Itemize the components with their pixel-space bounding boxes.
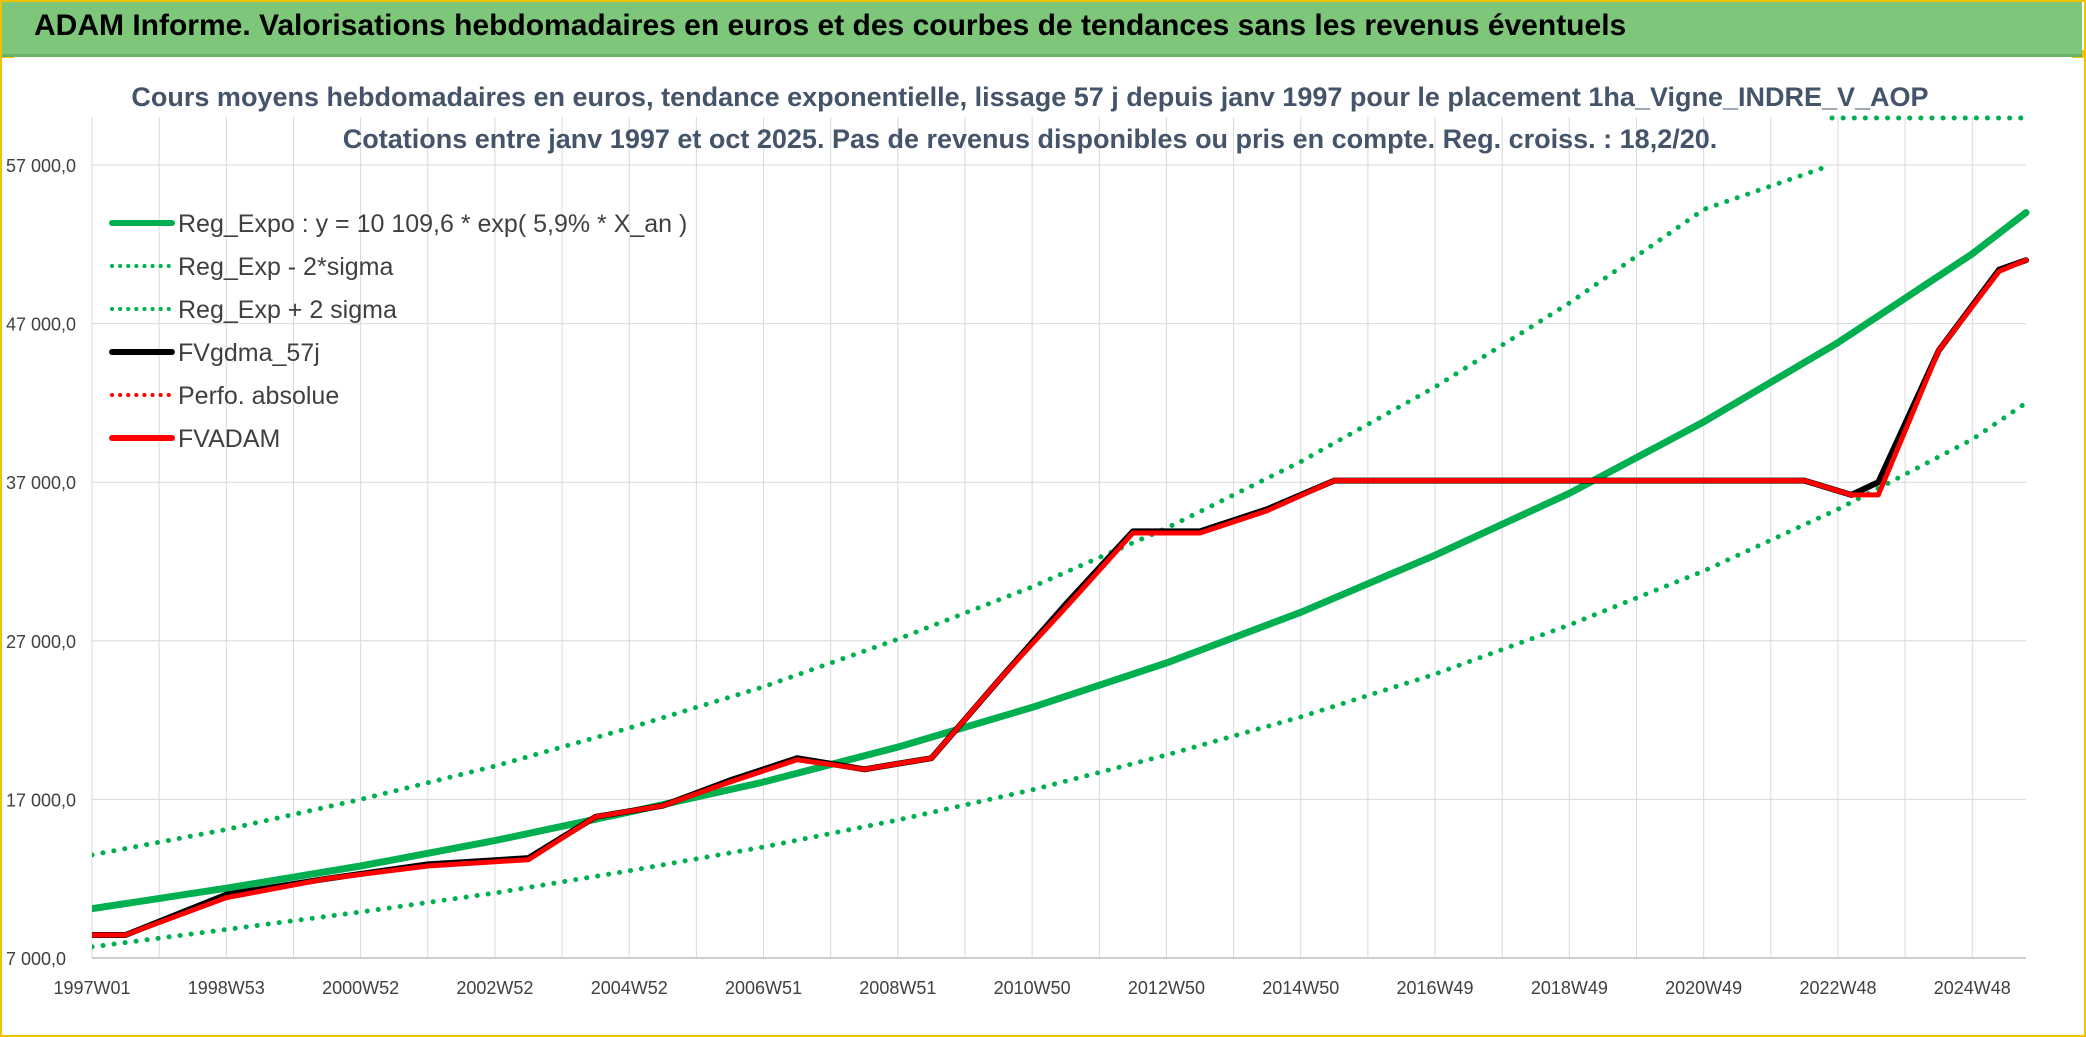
series-reg-exp-minus-2sigma	[92, 400, 2029, 950]
x-tick-label: 2024W48	[1934, 978, 2011, 998]
x-tick-label: 1997W01	[53, 978, 130, 998]
y-tick-label: 17 000,0	[6, 790, 76, 810]
chart-subtitle: Cotations entre janv 1997 et oct 2025. P…	[343, 124, 1718, 154]
x-tick-label: 2004W52	[591, 978, 668, 998]
legend-label: Reg_Exp + 2 sigma	[178, 296, 397, 324]
legend-label: Perfo. absolue	[178, 382, 339, 410]
x-tick-label: 2000W52	[322, 978, 399, 998]
y-tick-label: 7 000,0	[6, 949, 66, 969]
chart-series	[92, 115, 2030, 950]
report-banner: ADAM Informe. Valorisations hebdomadaire…	[2, 2, 2082, 57]
x-tick-label: 2002W52	[456, 978, 533, 998]
x-tick-label: 2008W51	[859, 978, 936, 998]
x-tick-label: 2012W50	[1128, 978, 1205, 998]
x-tick-label: 2020W49	[1665, 978, 1742, 998]
legend-label: FVgdma_57j	[178, 339, 320, 367]
x-tick-label: 2022W48	[1799, 978, 1876, 998]
x-tick-label: 2010W50	[994, 978, 1071, 998]
x-tick-label: 2014W50	[1262, 978, 1339, 998]
x-tick-label: 1998W53	[188, 978, 265, 998]
chart-axes: 7 000,0 17 000,0 27 000,0 37 000,0 47 000,0 5…	[6, 156, 2026, 998]
legend-label: Reg_Exp - 2*sigma	[178, 253, 393, 281]
chart-grid	[91, 117, 2026, 959]
y-tick-label: 37 000,0	[6, 473, 76, 493]
chart-title: Cours moyens hebdomadaires en euros, ten…	[131, 82, 1928, 112]
x-tick-label: 2018W49	[1531, 978, 1608, 998]
series-fvgdma-57j	[92, 257, 2029, 938]
y-tick-label: 47 000,0	[6, 315, 76, 335]
report-banner-title: ADAM Informe. Valorisations hebdomadaire…	[34, 9, 1627, 42]
y-tick-label: 27 000,0	[6, 632, 76, 652]
series-fvadam	[92, 257, 2029, 938]
x-tick-label: 2016W49	[1397, 978, 1474, 998]
series-reg-exp-plus-2sigma	[92, 162, 1834, 858]
series-reg-expo	[92, 209, 2030, 913]
y-tick-label: 57 000,0	[6, 156, 76, 176]
legend-label: FVADAM	[178, 425, 280, 453]
legend-label: Reg_Expo : y = 10 109,6 * exp( 5,9% * X_…	[178, 210, 687, 238]
chart-legend: Reg_Expo : y = 10 109,6 * exp( 5,9% * X_…	[109, 210, 687, 453]
x-tick-label: 2006W51	[725, 978, 802, 998]
